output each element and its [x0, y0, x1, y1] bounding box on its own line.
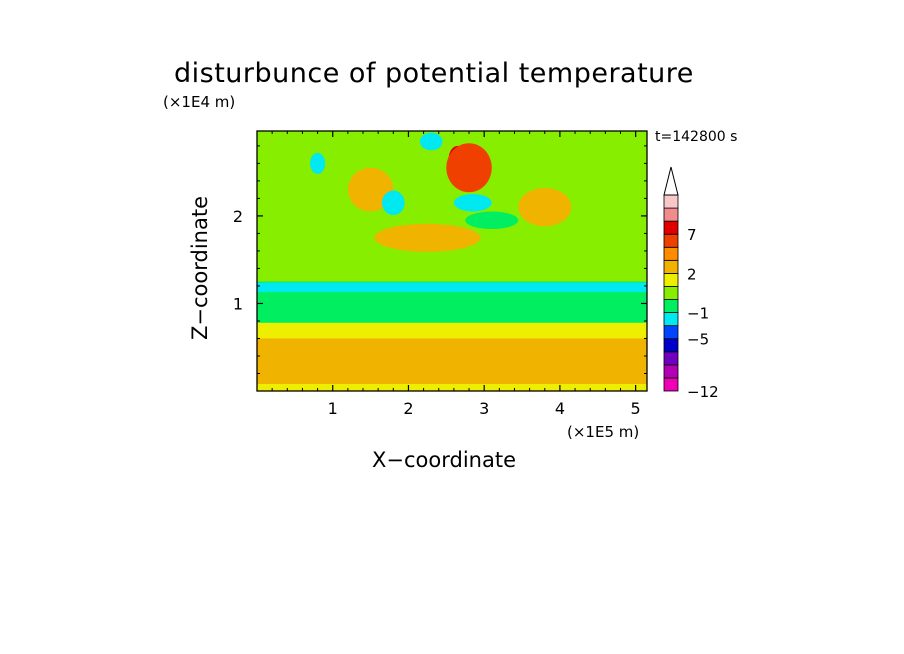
field-region [419, 132, 443, 151]
colorbar-swatch [663, 377, 679, 392]
y-tick-label: 2 [233, 207, 243, 226]
x-tick-label: 1 [328, 399, 338, 418]
colorbar: 7 2 −1 −5 −12 [663, 166, 719, 401]
x-axis-label: X−coordinate [372, 448, 516, 472]
field-band [257, 338, 647, 384]
field-region [446, 143, 492, 193]
colorbar-swatch [663, 364, 679, 379]
field-region [465, 211, 519, 230]
colorbar-swatch [663, 338, 679, 353]
colorbar-swatch [663, 312, 679, 327]
colorbar-swatch [663, 246, 679, 261]
colorbar-label: −1 [687, 305, 709, 323]
axes: 1 2 3 4 5 1 2 [233, 131, 647, 418]
x-tick-label: 4 [555, 399, 565, 418]
colorbar-swatch [663, 351, 679, 366]
colorbar-swatch [663, 325, 679, 340]
field-band [257, 282, 647, 293]
field-band [257, 322, 647, 339]
chart-title: disturbunce of potential temperature [174, 58, 694, 89]
field-region [310, 152, 326, 174]
x-tick-label: 2 [403, 399, 413, 418]
colorbar-swatch [663, 286, 679, 300]
field-region [374, 223, 481, 252]
colorbar-swatch [663, 220, 679, 235]
field-band [257, 383, 647, 391]
colorbar-swatch [663, 233, 679, 248]
plot-frame [256, 130, 648, 392]
colorbar-swatch [663, 272, 679, 287]
colorbar-swatch [663, 194, 679, 209]
colorbar-label: −12 [687, 383, 719, 401]
colorbar-swatch [663, 259, 679, 274]
field-region [347, 167, 394, 212]
field-region [381, 190, 405, 216]
y-tick-label: 1 [233, 294, 243, 313]
field-region [453, 194, 492, 212]
colorbar-label: 2 [687, 265, 697, 283]
colorbar-label: 7 [687, 226, 697, 244]
contour-field [257, 131, 647, 391]
time-label: t=142800 s [655, 129, 738, 145]
y-axis-multiplier: (×1E4 m) [163, 93, 236, 111]
x-tick-label: 3 [479, 399, 489, 418]
colorbar-label: −5 [687, 331, 709, 349]
colorbar-extend-arrow [663, 166, 679, 196]
colorbar-swatch [663, 207, 679, 222]
x-axis-multiplier: (×1E5 m) [567, 423, 640, 441]
x-tick-label: 5 [631, 399, 641, 418]
colorbar-swatch [663, 299, 679, 313]
field-region [518, 187, 572, 227]
